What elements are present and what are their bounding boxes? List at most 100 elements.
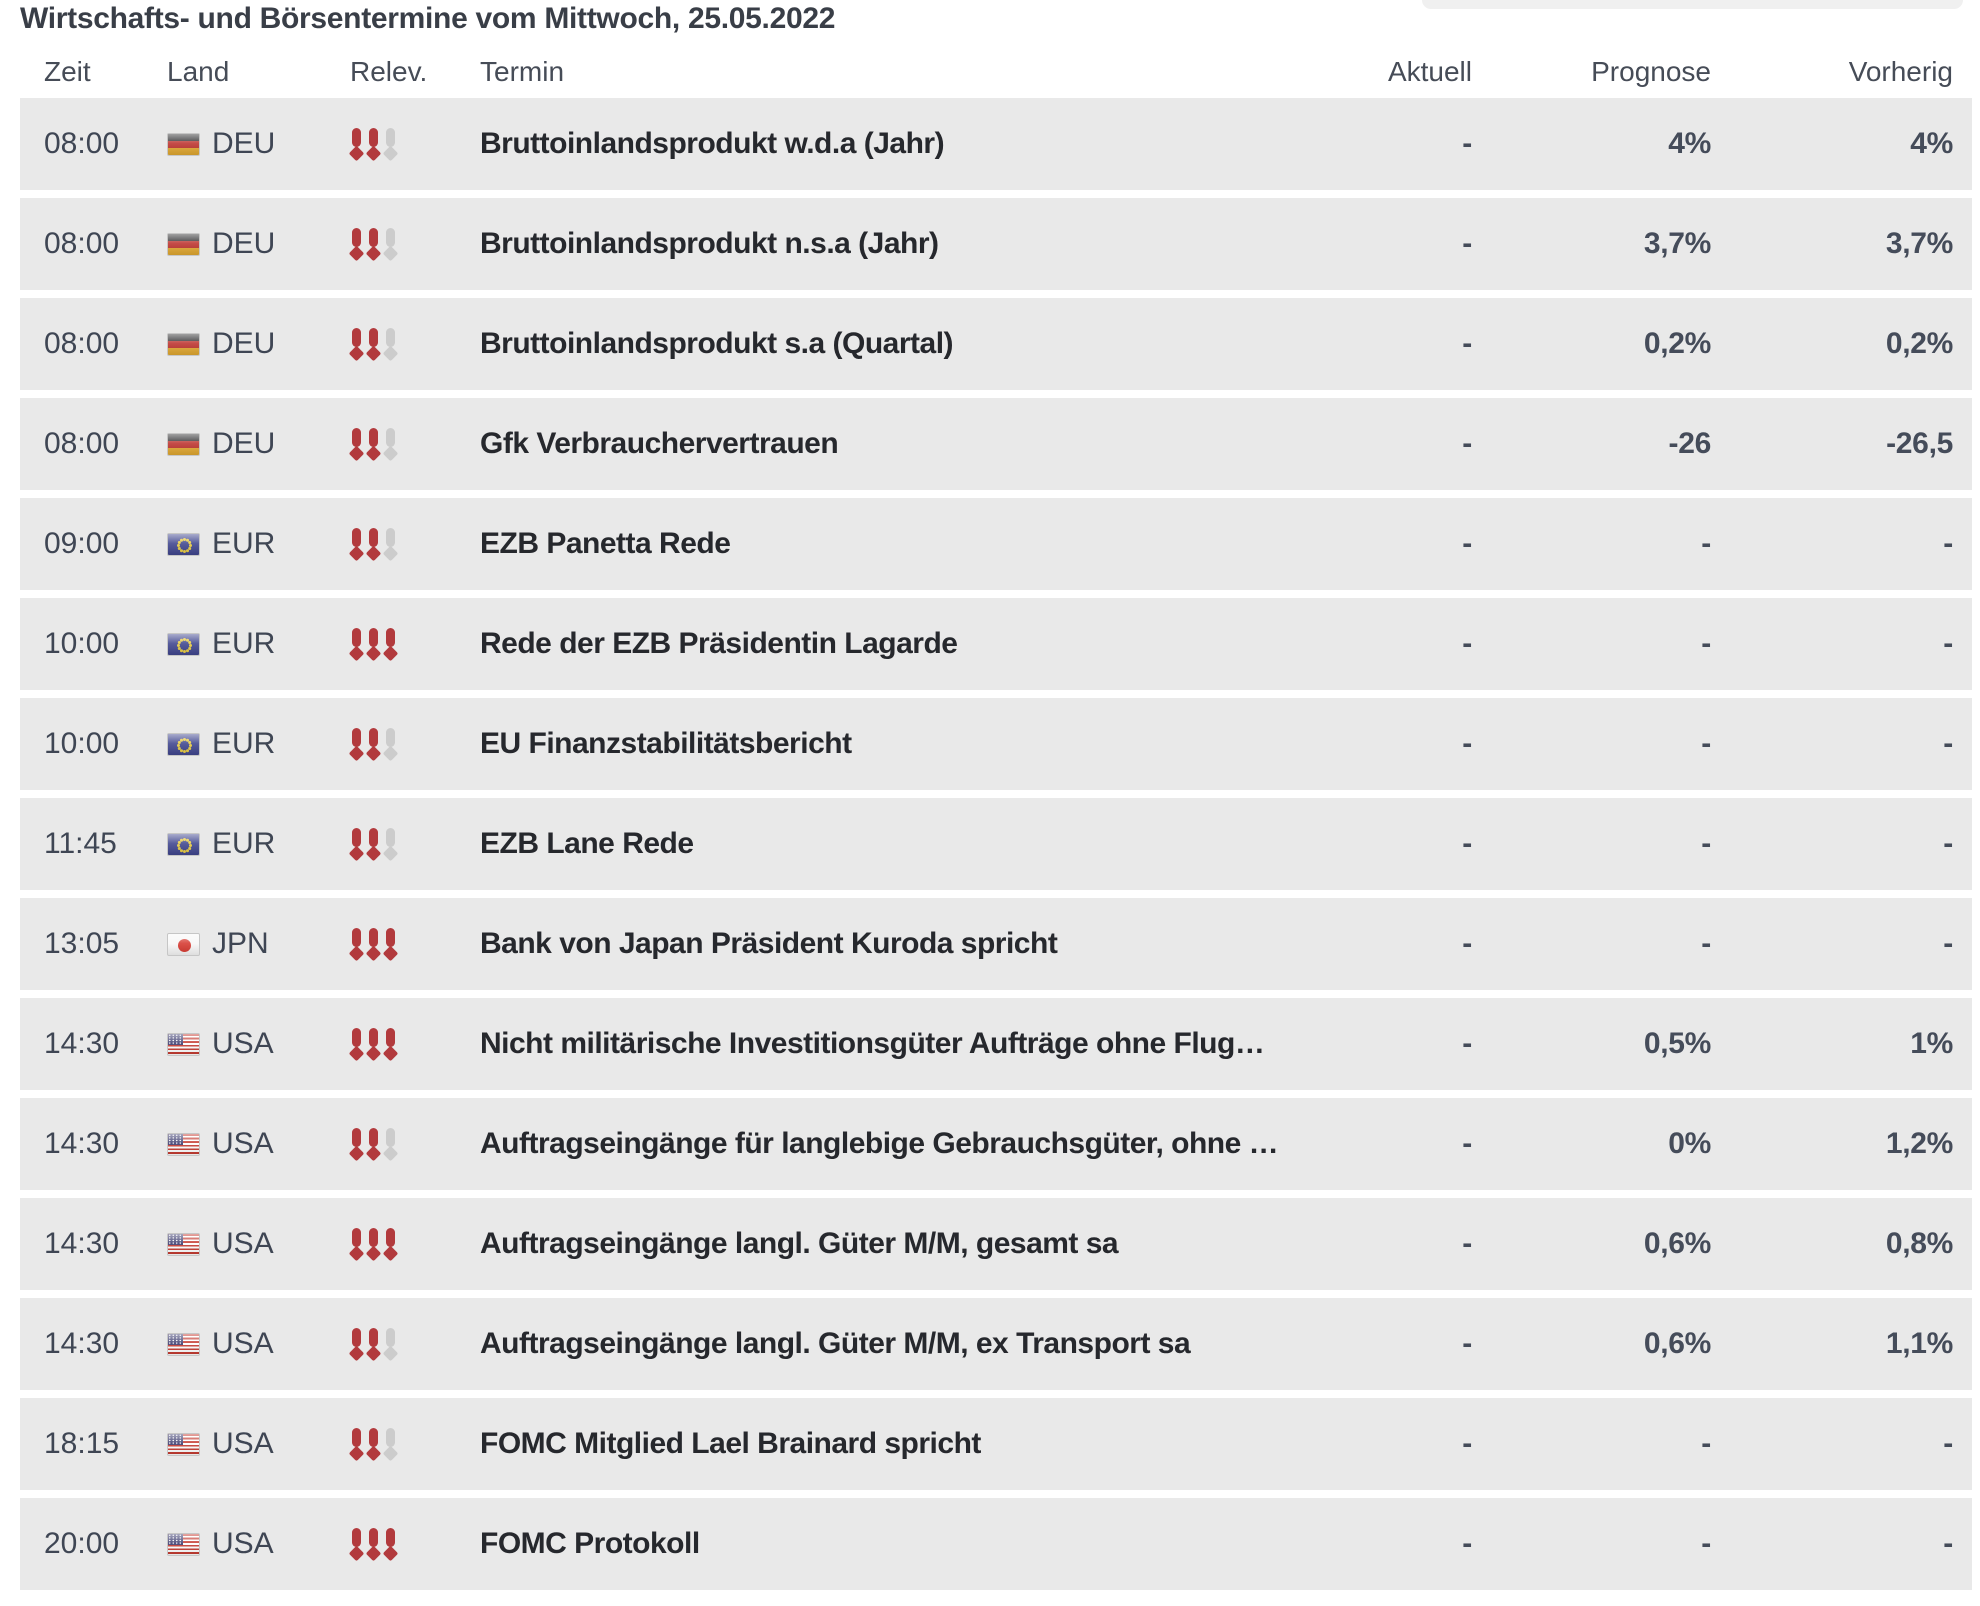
mark-bar <box>352 127 361 147</box>
country-cell: EUR <box>167 627 350 661</box>
mark-dot <box>365 245 382 261</box>
mark-dot <box>382 1045 399 1061</box>
country-cell: USA <box>167 1427 350 1461</box>
relevance-cell <box>348 827 480 861</box>
relevance-indicator <box>348 527 480 561</box>
country-code: USA <box>212 1527 274 1560</box>
forecast-value-cell: - <box>1472 1527 1711 1561</box>
mark-bar <box>352 1027 361 1047</box>
top-right-button-remnant[interactable] <box>1422 0 1963 9</box>
event-time-cell: 14:30 <box>20 1127 167 1161</box>
mark-dot <box>348 945 365 961</box>
mark-bar <box>386 1527 395 1547</box>
country-cell: USA <box>167 1027 350 1061</box>
event-cell: Bank von Japan Präsident Kuroda spricht <box>480 927 1322 961</box>
event-cell: Auftragseingänge langl. Güter M/M, gesam… <box>480 1227 1322 1261</box>
relevance-mark-icon <box>382 527 399 561</box>
country-cell: EUR <box>167 727 350 761</box>
table-row[interactable]: 14:30 USA Auftragseingänge langl. Güter M/… <box>20 1198 1972 1290</box>
economic-calendar-table: Zeit Land Relev. Termin Aktuell Prognose… <box>0 45 1980 1598</box>
flag-deu-icon <box>167 332 200 356</box>
previous-value: - <box>1943 727 1953 760</box>
event-time-cell: 14:30 <box>20 1027 167 1061</box>
event-cell: FOMC Protokoll <box>480 1527 1322 1561</box>
event-title[interactable]: EZB Panetta Rede <box>480 527 731 560</box>
forecast-value-cell: - <box>1472 627 1711 661</box>
table-row[interactable]: 11:45 EUR EZB Lane Rede - - - <box>20 798 1972 890</box>
relevance-cell <box>348 127 480 161</box>
forecast-value: - <box>1701 527 1711 560</box>
previous-value: - <box>1943 827 1953 860</box>
relevance-cell <box>348 627 480 661</box>
country-cell: EUR <box>167 827 350 861</box>
table-row[interactable]: 08:00 DEU Gfk Verbrauchervertrauen - -26 -26,… <box>20 398 1972 490</box>
header-prognose: Prognose <box>1591 55 1711 87</box>
event-title[interactable]: Auftragseingänge langl. Güter M/M, gesam… <box>480 1227 1119 1260</box>
country-code: DEU <box>212 327 276 360</box>
mark-bar <box>369 727 378 747</box>
event-title[interactable]: Bruttoinlandsprodukt w.d.a (Jahr) <box>480 127 945 160</box>
relevance-cell <box>348 227 480 261</box>
event-time: 08:00 <box>44 427 120 460</box>
event-title[interactable]: EU Finanzstabilitätsbericht <box>480 727 852 760</box>
mark-bar <box>386 1027 395 1047</box>
event-title[interactable]: Gfk Verbrauchervertrauen <box>480 427 839 460</box>
previous-value: - <box>1943 1527 1953 1560</box>
table-row[interactable]: 08:00 DEU Bruttoinlandsprodukt w.d.a (Jahr… <box>20 98 1972 190</box>
mark-bar <box>369 527 378 547</box>
event-title[interactable]: Auftragseingänge langl. Güter M/M, ex Tr… <box>480 1327 1191 1360</box>
table-row[interactable]: 14:30 USA Nicht militärische Investitionsg… <box>20 998 1972 1090</box>
event-title[interactable]: FOMC Protokoll <box>480 1527 700 1560</box>
event-title[interactable]: Bank von Japan Präsident Kuroda spricht <box>480 927 1058 960</box>
relevance-mark-icon <box>365 227 382 261</box>
actual-value-cell: - <box>1322 827 1472 861</box>
mark-bar <box>386 1427 395 1447</box>
relevance-mark-icon <box>348 727 365 761</box>
event-title[interactable]: EZB Lane Rede <box>480 827 694 860</box>
table-row[interactable]: 20:00 USA FOMC Protokoll - - - <box>20 1498 1972 1590</box>
mark-dot <box>365 1045 382 1061</box>
forecast-value-cell: - <box>1472 927 1711 961</box>
mark-dot <box>382 1345 399 1361</box>
event-title[interactable]: FOMC Mitglied Lael Brainard spricht <box>480 1427 981 1460</box>
mark-dot <box>382 245 399 261</box>
mark-bar <box>352 927 361 947</box>
relevance-indicator <box>348 327 480 361</box>
table-row[interactable]: 09:00 EUR EZB Panetta Rede - - - <box>20 498 1972 590</box>
mark-bar <box>386 627 395 647</box>
country-cell: DEU <box>167 227 350 261</box>
country-cell: DEU <box>167 127 350 161</box>
actual-value-cell: - <box>1322 1227 1472 1261</box>
relevance-mark-icon <box>348 1527 365 1561</box>
relevance-mark-icon <box>382 627 399 661</box>
table-row[interactable]: 10:00 EUR EU Finanzstabilitätsbericht - - - <box>20 698 1972 790</box>
actual-value-cell: - <box>1322 527 1472 561</box>
relevance-cell <box>348 1327 480 1361</box>
table-row[interactable]: 13:05 JPN Bank von Japan Präsident Kuroda … <box>20 898 1972 990</box>
relevance-indicator <box>348 1227 480 1261</box>
event-title[interactable]: Bruttoinlandsprodukt n.s.a (Jahr) <box>480 227 939 260</box>
mark-bar <box>369 127 378 147</box>
relevance-indicator <box>348 1427 480 1461</box>
previous-value: 4% <box>1910 127 1953 160</box>
table-row[interactable]: 08:00 DEU Bruttoinlandsprodukt n.s.a (Jahr… <box>20 198 1972 290</box>
relevance-cell <box>348 727 480 761</box>
event-time-cell: 10:00 <box>20 727 167 761</box>
relevance-mark-icon <box>382 1027 399 1061</box>
actual-value-cell: - <box>1322 127 1472 161</box>
table-row[interactable]: 10:00 EUR Rede der EZB Präsidentin Lagarde… <box>20 598 1972 690</box>
event-time-cell: 11:45 <box>20 827 167 861</box>
event-title[interactable]: Nicht militärische Investitionsgüter Auf… <box>480 1027 1265 1060</box>
flag-jpn-icon <box>167 932 200 956</box>
event-title[interactable]: Auftragseingänge für langlebige Gebrauch… <box>480 1127 1279 1160</box>
mark-bar <box>369 327 378 347</box>
event-time: 09:00 <box>44 527 120 560</box>
event-title[interactable]: Rede der EZB Präsidentin Lagarde <box>480 627 958 660</box>
previous-value: - <box>1943 927 1953 960</box>
event-time-cell: 10:00 <box>20 627 167 661</box>
table-row[interactable]: 08:00 DEU Bruttoinlandsprodukt s.a (Quarta… <box>20 298 1972 390</box>
table-row[interactable]: 14:30 USA Auftragseingänge langl. Güter M/… <box>20 1298 1972 1390</box>
table-row[interactable]: 14:30 USA Auftragseingänge für langlebige … <box>20 1098 1972 1190</box>
event-title[interactable]: Bruttoinlandsprodukt s.a (Quartal) <box>480 327 954 360</box>
table-row[interactable]: 18:15 USA FOMC Mitglied Lael Brainard spri… <box>20 1398 1972 1490</box>
